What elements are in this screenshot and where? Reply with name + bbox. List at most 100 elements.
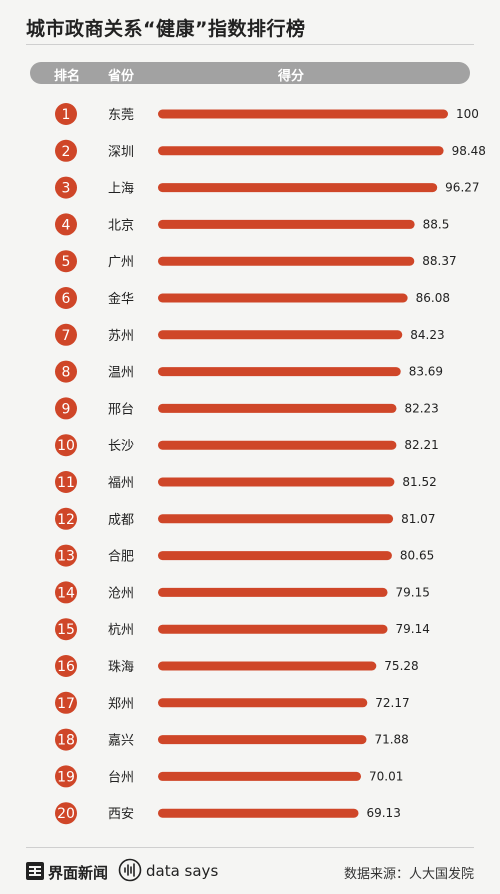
- value-label: 88.5: [423, 217, 450, 231]
- rank-label: 13: [57, 549, 75, 565]
- value-label: 88.37: [422, 254, 456, 268]
- bar: [158, 403, 397, 413]
- header-province: 省份: [108, 69, 135, 84]
- rank-badge: [55, 618, 77, 641]
- bar-chart: 1 东莞 100 2 深圳 98.48 3 上海 96.27 4 北京 88.5 5 广州 88.37 6 金华…: [55, 103, 486, 825]
- datasays-name: data says: [146, 862, 219, 880]
- soundwave-icon: [118, 858, 142, 882]
- category-label: 杭州: [108, 623, 134, 638]
- rank-badge: [55, 728, 77, 751]
- bar: [158, 624, 388, 634]
- bar: [158, 735, 367, 745]
- bar: [158, 183, 438, 193]
- category-label: 广州: [108, 255, 134, 270]
- category-label: 珠海: [108, 660, 134, 675]
- rank-badge: [55, 544, 77, 567]
- category-label: 深圳: [108, 145, 134, 160]
- bar: [158, 367, 401, 377]
- bar: [158, 698, 368, 708]
- rank-label: 20: [57, 806, 75, 822]
- rank-badge: [55, 139, 77, 162]
- rank-badge: [55, 323, 77, 346]
- data-source: 数据来源：人大国发院: [343, 867, 474, 882]
- value-label: 75.28: [384, 659, 418, 673]
- bar: [158, 808, 359, 818]
- rank-label: 4: [62, 217, 71, 233]
- value-label: 86.08: [416, 291, 450, 305]
- rank-badge: [55, 397, 77, 420]
- value-label: 69.13: [366, 806, 400, 820]
- value-label: 72.17: [375, 696, 409, 710]
- value-label: 70.01: [369, 769, 403, 783]
- category-label: 福州: [108, 476, 134, 491]
- rank-label: 16: [57, 659, 75, 675]
- rank-label: 5: [62, 254, 71, 270]
- title-divider: [26, 44, 474, 45]
- category-label: 东莞: [108, 108, 134, 123]
- value-label: 79.15: [396, 585, 430, 599]
- category-label: 北京: [108, 218, 134, 233]
- bar: [158, 146, 444, 156]
- bar: [158, 440, 397, 450]
- category-label: 成都: [108, 513, 134, 528]
- rank-badge: [55, 581, 77, 604]
- category-label: 温州: [108, 366, 134, 381]
- rank-badge: [55, 360, 77, 383]
- rank-badge: [55, 213, 77, 236]
- header-rank: 排名: [54, 69, 81, 84]
- rank-badge: [55, 471, 77, 493]
- bar: [158, 219, 415, 229]
- rank-badge: [55, 103, 77, 125]
- rank-label: 7: [62, 328, 71, 344]
- category-label: 长沙: [108, 439, 134, 454]
- jiemian-logo-icon: [26, 862, 44, 880]
- rank-label: 10: [57, 438, 75, 454]
- table-header: 排名 省份 得分: [30, 62, 470, 84]
- value-label: 81.52: [402, 475, 436, 489]
- rank-badge: [55, 691, 77, 714]
- rank-label: 15: [57, 622, 75, 638]
- bar: [158, 661, 377, 671]
- rank-label: 9: [62, 401, 71, 417]
- bar: [158, 514, 394, 524]
- value-label: 98.48: [452, 144, 486, 158]
- bar: [158, 330, 403, 340]
- footer-divider: [26, 847, 474, 848]
- bar: [158, 109, 448, 119]
- bar: [158, 587, 388, 597]
- rank-label: 17: [57, 696, 75, 712]
- category-label: 上海: [108, 182, 134, 197]
- footer: 界面新闻 data says 数据来源：人大国发院: [0, 852, 500, 888]
- rank-badge: [55, 250, 77, 273]
- bar: [158, 477, 395, 487]
- rank-label: 18: [57, 733, 75, 749]
- rank-badge: [55, 176, 77, 199]
- rank-badge: [55, 765, 77, 788]
- rank-badge: [55, 655, 77, 677]
- rank-badge: [55, 507, 77, 530]
- rank-badge: [55, 434, 77, 457]
- bar: [158, 551, 392, 561]
- category-label: 沧州: [108, 585, 134, 601]
- rank-label: 8: [62, 365, 71, 381]
- value-label: 82.23: [404, 401, 438, 415]
- value-label: 82.21: [404, 438, 438, 452]
- rank-badge: [55, 287, 77, 309]
- rank-label: 6: [62, 291, 71, 307]
- chart-title: 城市政商关系“健康”指数排行榜: [26, 18, 306, 40]
- rank-label: 19: [57, 769, 75, 785]
- category-label: 金华: [108, 291, 134, 307]
- rank-badge: [55, 802, 77, 825]
- rank-label: 12: [57, 512, 75, 528]
- value-label: 71.88: [374, 733, 408, 747]
- rank-label: 11: [57, 475, 75, 491]
- value-label: 80.65: [400, 549, 434, 563]
- rank-label: 14: [57, 585, 75, 601]
- value-label: 79.14: [396, 622, 430, 636]
- value-label: 96.27: [445, 181, 479, 195]
- value-label: 81.07: [401, 512, 435, 526]
- rank-label: 2: [62, 144, 71, 160]
- bar: [158, 256, 415, 266]
- category-label: 合肥: [108, 550, 134, 565]
- category-label: 嘉兴: [108, 734, 134, 749]
